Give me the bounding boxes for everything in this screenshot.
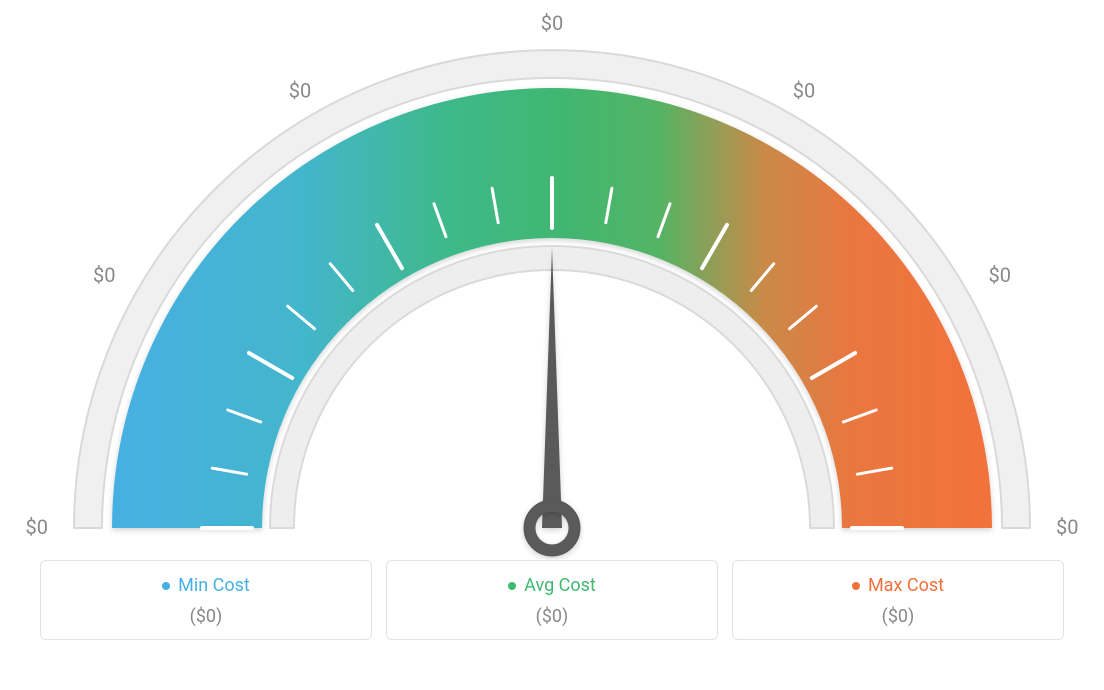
gauge-svg: $0 $0 $0 $0 $0 $0 $0 (0, 0, 1104, 560)
svg-text:$0: $0 (1056, 515, 1078, 539)
legend-value-max: ($0) (743, 606, 1053, 627)
legend-title-max: Max Cost (743, 575, 1053, 596)
svg-text:$0: $0 (26, 515, 48, 539)
legend-card-min: Min Cost ($0) (40, 560, 372, 640)
legend-label-max: Max Cost (868, 575, 944, 596)
legend-title-min: Min Cost (51, 575, 361, 596)
svg-text:$0: $0 (93, 263, 115, 287)
svg-text:$0: $0 (988, 263, 1010, 287)
legend-value-avg: ($0) (397, 606, 707, 627)
gauge-chart: $0 $0 $0 $0 $0 $0 $0 (0, 0, 1104, 560)
legend-label-min: Min Cost (178, 575, 250, 596)
dot-icon (852, 582, 860, 590)
dot-icon (508, 582, 516, 590)
legend-card-avg: Avg Cost ($0) (386, 560, 718, 640)
svg-text:$0: $0 (541, 11, 563, 35)
legend-row: Min Cost ($0) Avg Cost ($0) Max Cost ($0… (0, 560, 1104, 640)
legend-card-max: Max Cost ($0) (732, 560, 1064, 640)
legend-value-min: ($0) (51, 606, 361, 627)
dot-icon (162, 582, 170, 590)
legend-label-avg: Avg Cost (524, 575, 596, 596)
svg-text:$0: $0 (289, 79, 311, 103)
legend-title-avg: Avg Cost (397, 575, 707, 596)
svg-text:$0: $0 (793, 79, 815, 103)
